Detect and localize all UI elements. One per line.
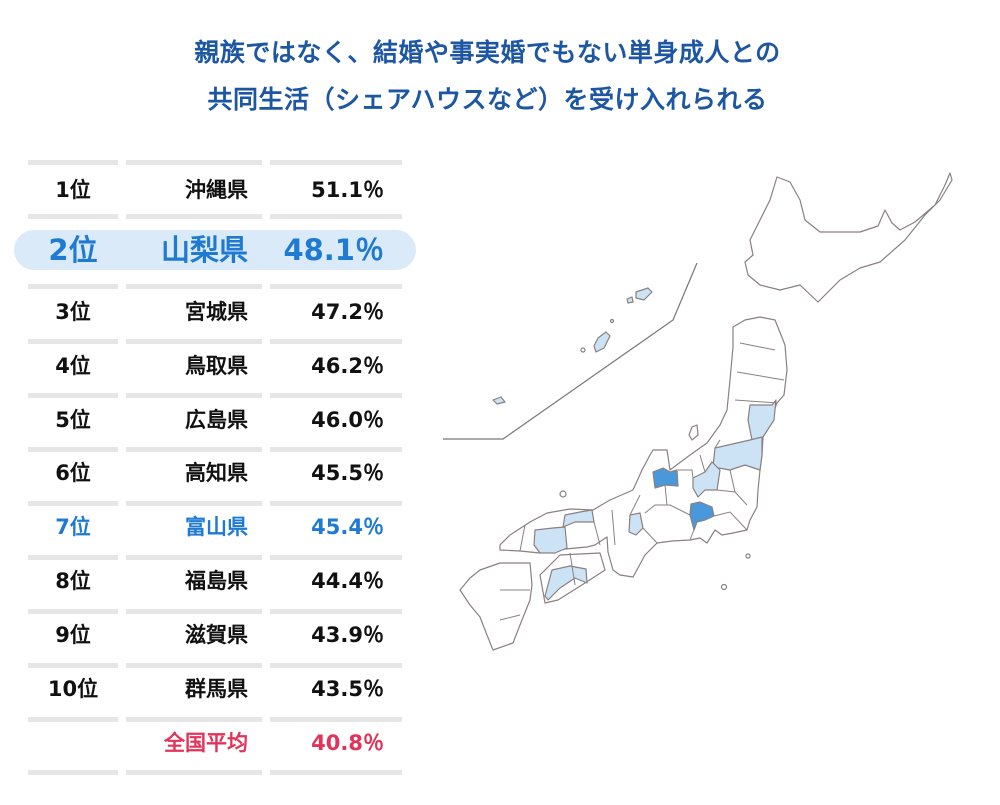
rank-cell: 1位: [55, 178, 91, 202]
prefecture-cell: 山梨県: [160, 233, 248, 267]
row-divider: [28, 160, 118, 165]
row-divider: [270, 609, 402, 614]
pref-yamanashi: [689, 501, 715, 531]
island: [580, 347, 586, 353]
row-divider: [126, 214, 262, 219]
prefecture-cell: 高知県: [185, 461, 248, 485]
row-divider: [28, 609, 118, 614]
percent-cell: 45.5％: [311, 461, 384, 485]
highlight-band: [14, 230, 416, 270]
prefecture-cell: 広島県: [185, 408, 248, 432]
okinawa-island: [635, 287, 653, 301]
sado-island: [688, 424, 699, 441]
percent-cell: 47.2％: [311, 300, 384, 324]
percent-cell: 46.2％: [311, 354, 384, 378]
row-divider: [28, 447, 118, 452]
pref-toyama: [652, 467, 679, 489]
percent-cell: 46.0％: [311, 408, 384, 432]
rank-cell: 5位: [55, 408, 91, 432]
pref-hiroshima: [533, 526, 568, 554]
percent-cell: 44.4％: [311, 569, 384, 593]
island: [609, 318, 615, 324]
percent-cell: 40.8％: [311, 731, 384, 755]
row-divider: [270, 663, 402, 668]
row-divider: [126, 339, 262, 344]
row-divider: [270, 501, 402, 506]
rank-cell: 9位: [55, 623, 91, 647]
prefecture-borders: [499, 342, 785, 621]
okinawa-island: [492, 396, 506, 405]
row-divider: [28, 214, 118, 219]
percent-cell: 48.1％: [283, 233, 384, 267]
row-divider: [28, 555, 118, 560]
rank-cell: 4位: [55, 354, 91, 378]
row-divider: [270, 214, 402, 219]
row-divider: [28, 717, 118, 722]
percent-cell: 45.4％: [311, 515, 384, 539]
pref-shiga: [628, 512, 644, 536]
rank-cell: 6位: [55, 461, 91, 485]
row-divider: [126, 663, 262, 668]
prefecture-cell: 鳥取県: [185, 354, 248, 378]
percent-cell: 51.1％: [311, 178, 384, 202]
honshu: [499, 316, 788, 578]
row-divider: [126, 501, 262, 506]
prefecture-cell: 全国平均: [164, 731, 248, 755]
row-divider: [270, 339, 402, 344]
prefecture-cell: 福島県: [185, 569, 248, 593]
rank-cell: 8位: [55, 569, 91, 593]
row-divider: [126, 609, 262, 614]
pref-miyagi: [747, 399, 777, 441]
row-divider: [270, 770, 402, 775]
row-divider: [28, 393, 118, 398]
prefecture-cell: 宮城県: [185, 300, 248, 324]
kyushu: [459, 562, 533, 651]
title-line-1: 親族ではなく、結婚や事実婚でもない単身成人との: [194, 38, 781, 67]
prefecture-cell: 群馬県: [185, 677, 248, 701]
row-divider: [126, 770, 262, 775]
percent-cell: 43.9％: [311, 623, 384, 647]
row-divider: [126, 717, 262, 722]
row-divider: [126, 393, 262, 398]
row-divider: [126, 555, 262, 560]
hokkaido: [744, 172, 953, 303]
okinawa-island: [626, 296, 634, 304]
row-divider: [28, 284, 118, 289]
percent-cell: 43.5％: [311, 677, 384, 701]
row-divider: [126, 284, 262, 289]
rank-cell: 10位: [47, 677, 99, 701]
title-line-2: 共同生活（シェアハウスなど）を受け入れられる: [207, 85, 768, 114]
okinawa-main-island: [593, 331, 611, 353]
rank-cell: 3位: [55, 300, 91, 324]
island: [745, 553, 751, 559]
okinawa-boundary-line: [443, 262, 698, 440]
row-divider: [28, 501, 118, 506]
prefecture-cell: 沖縄県: [185, 178, 248, 202]
island: [720, 583, 728, 591]
row-divider: [28, 770, 118, 775]
row-divider: [126, 447, 262, 452]
row-divider: [28, 663, 118, 668]
island: [559, 490, 567, 498]
row-divider: [270, 447, 402, 452]
row-divider: [270, 284, 402, 289]
prefecture-cell: 滋賀県: [185, 623, 248, 647]
row-divider: [270, 555, 402, 560]
row-divider: [28, 339, 118, 344]
rank-cell: 7位: [55, 515, 91, 539]
row-divider: [270, 393, 402, 398]
row-divider: [270, 717, 402, 722]
rank-cell: 2位: [48, 233, 98, 267]
row-divider: [270, 160, 402, 165]
pref-kochi: [544, 565, 588, 601]
prefecture-cell: 富山県: [185, 515, 248, 539]
row-divider: [126, 160, 262, 165]
